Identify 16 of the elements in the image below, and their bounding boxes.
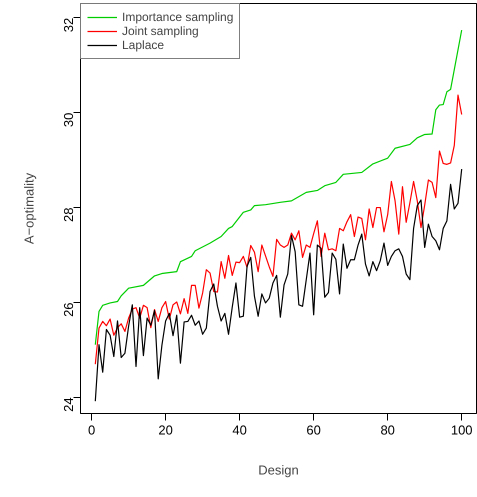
x-tick-label: 60 [306, 422, 321, 438]
x-tick-label: 80 [380, 422, 395, 438]
legend-label: Laplace [122, 38, 164, 52]
x-axis-title: Design [258, 462, 299, 478]
x-tick-label: 40 [232, 422, 247, 438]
legend-label: Importance sampling [122, 10, 234, 24]
y-tick-label: 30 [61, 112, 76, 128]
x-tick-label: 20 [158, 422, 173, 438]
y-tick-label: 28 [61, 208, 76, 222]
x-tick-label: 0 [88, 422, 96, 438]
legend-label: Joint sampling [122, 24, 199, 38]
y-tick-label: 26 [61, 302, 76, 317]
y-tick-label: 32 [61, 18, 76, 32]
x-tick-label: 100 [450, 422, 473, 438]
y-axis-title: A−optimality [22, 172, 36, 244]
y-tick-label: 24 [61, 397, 76, 412]
